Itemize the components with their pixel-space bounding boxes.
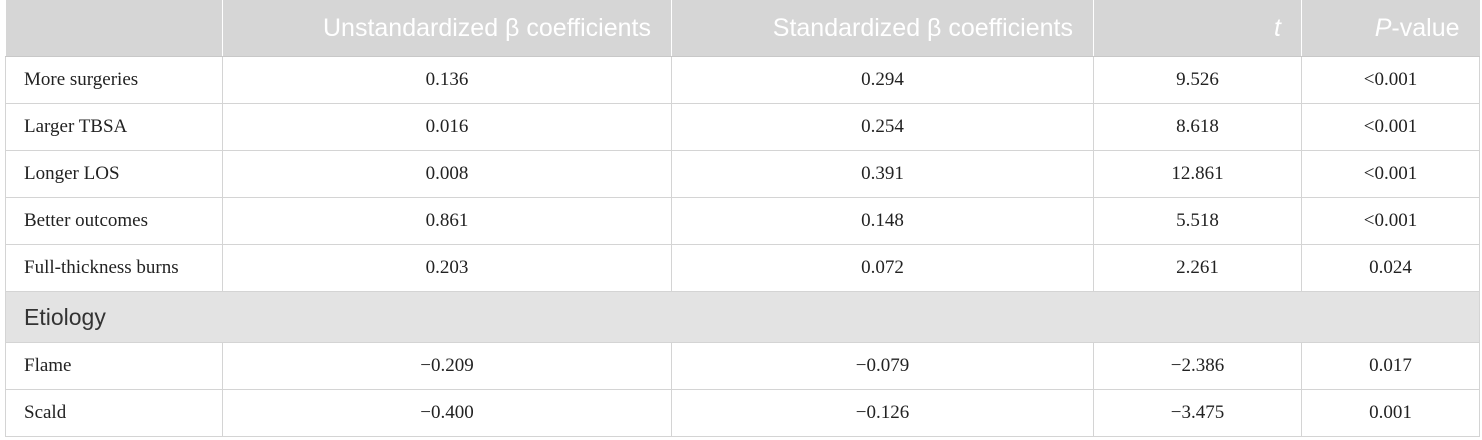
row-label: Full-thickness burns [5,244,223,292]
row-label: Longer LOS [5,150,223,198]
section-row: Etiology [5,291,1480,343]
header-p-value: P-value [1301,0,1480,57]
unstandardized-value: 0.861 [222,197,672,245]
header-unstandardized: Unstandardized β coefficients [222,0,672,57]
table-row: Longer LOS 0.008 0.391 12.861 <0.001 [5,150,1480,198]
header-variable [5,0,223,57]
table-row: Flame −0.209 −0.079 −2.386 0.017 [5,342,1480,390]
row-label: More surgeries [5,56,223,104]
t-value: −2.386 [1093,342,1302,390]
unstandardized-value: 0.008 [222,150,672,198]
regression-table: Unstandardized β coefficients Standardiz… [5,0,1480,437]
p-value: 0.001 [1301,389,1480,437]
unstandardized-value: −0.209 [222,342,672,390]
unstandardized-value: −0.400 [222,389,672,437]
p-value: <0.001 [1301,150,1480,198]
t-value: −3.475 [1093,389,1302,437]
table-row: Full-thickness burns 0.203 0.072 2.261 0… [5,244,1480,292]
row-label: Larger TBSA [5,103,223,151]
standardized-value: −0.126 [671,389,1094,437]
row-label: Flame [5,342,223,390]
t-value: 12.861 [1093,150,1302,198]
table-row: More surgeries 0.136 0.294 9.526 <0.001 [5,56,1480,104]
standardized-value: 0.148 [671,197,1094,245]
p-value: 0.017 [1301,342,1480,390]
unstandardized-value: 0.203 [222,244,672,292]
table-row: Larger TBSA 0.016 0.254 8.618 <0.001 [5,103,1480,151]
t-value: 9.526 [1093,56,1302,104]
section-heading: Etiology [5,291,1480,343]
header-t: t [1093,0,1302,57]
p-value: <0.001 [1301,103,1480,151]
row-label: Scald [5,389,223,437]
standardized-value: 0.391 [671,150,1094,198]
header-standardized: Standardized β coefficients [671,0,1094,57]
t-value: 8.618 [1093,103,1302,151]
standardized-value: 0.254 [671,103,1094,151]
row-label: Better outcomes [5,197,223,245]
table-row: Better outcomes 0.861 0.148 5.518 <0.001 [5,197,1480,245]
table-row: Scald −0.400 −0.126 −3.475 0.001 [5,389,1480,437]
p-value: <0.001 [1301,197,1480,245]
p-value: 0.024 [1301,244,1480,292]
unstandardized-value: 0.136 [222,56,672,104]
unstandardized-value: 0.016 [222,103,672,151]
t-value: 2.261 [1093,244,1302,292]
header-row: Unstandardized β coefficients Standardiz… [5,0,1480,57]
standardized-value: 0.294 [671,56,1094,104]
p-value: <0.001 [1301,56,1480,104]
standardized-value: −0.079 [671,342,1094,390]
standardized-value: 0.072 [671,244,1094,292]
t-value: 5.518 [1093,197,1302,245]
